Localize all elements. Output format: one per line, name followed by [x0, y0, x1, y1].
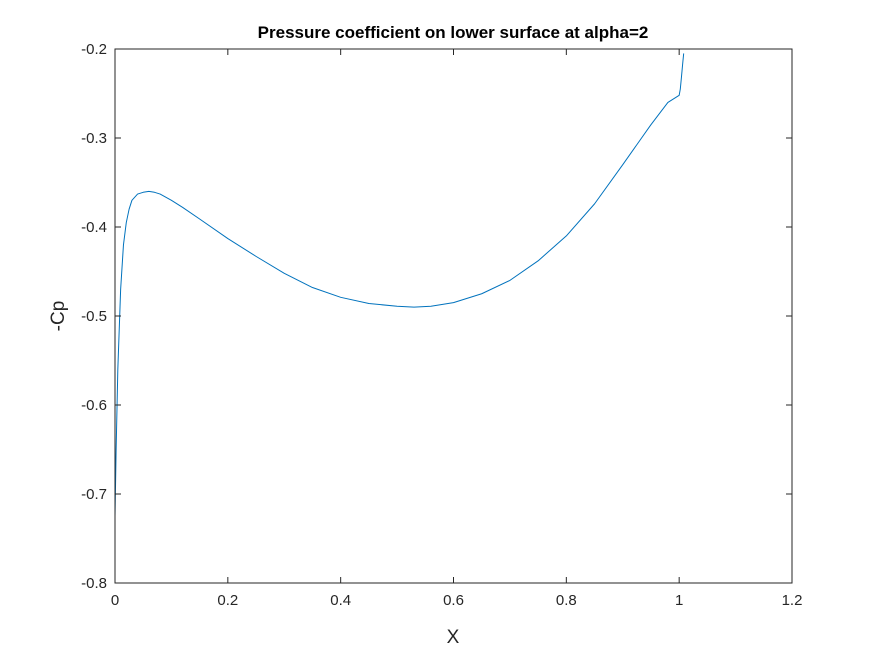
y-tick-label: -0.5: [81, 308, 107, 325]
chart-title: Pressure coefficient on lower surface at…: [258, 23, 649, 42]
x-tick-label: 0: [111, 592, 119, 609]
y-tick-label: -0.7: [81, 486, 107, 503]
plot-background: [115, 49, 792, 583]
x-axis-label: X: [447, 627, 460, 648]
x-tick-label: 0.6: [443, 592, 464, 609]
x-tick-label: 0.2: [217, 592, 238, 609]
x-tick-label: 1: [675, 592, 683, 609]
x-tick-label: 0.8: [556, 592, 577, 609]
y-tick-label: -0.2: [81, 41, 107, 58]
y-tick-label: -0.6: [81, 397, 107, 414]
x-tick-label: 0.4: [330, 592, 351, 609]
y-axis-label: -Cp: [48, 301, 69, 332]
series-line-0: [114, 53, 685, 517]
y-tick-label: -0.4: [81, 219, 107, 236]
x-tick-label: 1.2: [782, 592, 803, 609]
data-layer: [114, 53, 685, 517]
y-tick-label: -0.8: [81, 575, 107, 592]
axes-layer: 0 0.2 0.4 0.6 0.8 1 1.2 -0.8 -0.7 -0.6 -0.5 -0.4 -0.…: [81, 41, 802, 609]
y-tick-label: -0.3: [81, 130, 107, 147]
